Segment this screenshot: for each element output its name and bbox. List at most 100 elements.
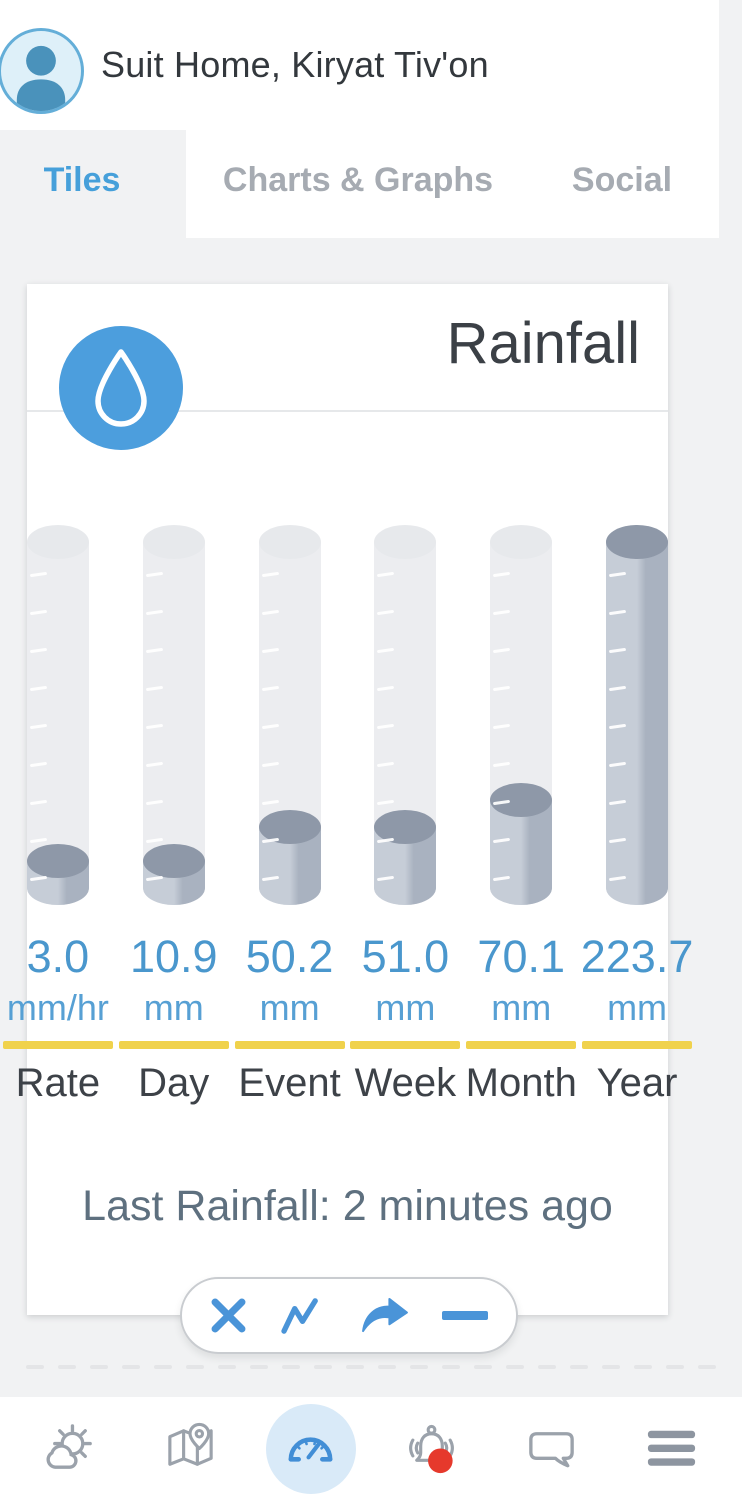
gauge-unit: mm/hr <box>6 987 109 1028</box>
person-icon <box>16 45 66 111</box>
gauge-track-top <box>258 525 321 559</box>
gauge-unit: mm <box>491 987 552 1028</box>
gauge-unit: mm <box>607 987 668 1028</box>
gauge-unit: mm <box>375 987 436 1028</box>
nav-map[interactable] <box>160 1419 220 1479</box>
hamburger-icon <box>648 1430 696 1466</box>
tab-bar-panel <box>186 130 719 238</box>
gauge-fill-top <box>490 783 553 817</box>
gauge-period-label: Day <box>138 1061 210 1105</box>
page-indicator-dash <box>634 1365 652 1369</box>
page-indicator-dash <box>58 1365 76 1369</box>
gauge-track-top <box>142 525 205 559</box>
tab-bar: Tiles Charts & Graphs Social <box>0 130 742 238</box>
rain-gauge-cylinder <box>490 525 553 905</box>
page-indicator-dash <box>154 1365 172 1369</box>
header: Suit Home, Kiryat Tiv'on <box>0 0 719 130</box>
gauge-track-top <box>490 525 553 559</box>
avatar[interactable] <box>0 28 84 114</box>
tab-charts-graphs[interactable]: Charts & Graphs <box>222 160 494 199</box>
gauge-icon <box>288 1437 333 1462</box>
page-indicator-dash <box>410 1365 428 1369</box>
page-indicator-dash <box>602 1365 620 1369</box>
gauge-fill-top <box>606 525 669 559</box>
gauge-fill <box>490 800 553 905</box>
page-indicator-dash <box>90 1365 108 1369</box>
tab-social[interactable]: Social <box>571 160 673 199</box>
gauge-period-label: Week <box>354 1061 457 1105</box>
gauge-column: 3.0 mm/hr Rate <box>0 525 116 1106</box>
gauge-fill-top <box>142 844 205 878</box>
nav-dashboard[interactable] <box>281 1419 341 1479</box>
page-indicator-dash <box>474 1365 492 1369</box>
rain-drop-icon <box>59 326 183 450</box>
gauge-fill-top <box>26 844 89 878</box>
page-indicator-dash <box>442 1365 460 1369</box>
rain-gauge-cylinder <box>606 525 669 905</box>
rain-gauge-cylinder <box>142 525 205 905</box>
rain-gauges: 3.0 mm/hr Rate 10.9 mm Day 50.2 mm Event 51.0 mm We… <box>0 525 695 1106</box>
gauge-underline <box>2 1041 113 1049</box>
nav-weather[interactable] <box>40 1419 100 1479</box>
last-rainfall-text: Last Rainfall: 2 minutes ago <box>82 1182 613 1230</box>
line-chart-icon <box>281 1298 318 1334</box>
share-button[interactable] <box>360 1296 409 1335</box>
gauge-value: 10.9 <box>129 931 218 982</box>
bottom-nav <box>0 1397 742 1500</box>
page-indicator-dash <box>122 1365 140 1369</box>
page-indicator-dash <box>570 1365 588 1369</box>
nav-messages[interactable] <box>522 1419 582 1479</box>
minus-icon <box>442 1311 488 1320</box>
gauge-period-label: Event <box>238 1061 341 1105</box>
gauge-underline <box>466 1041 577 1049</box>
gauge-value: 51.0 <box>361 931 450 982</box>
gauge-value: 50.2 <box>245 931 334 982</box>
page-indicator-dash <box>378 1365 396 1369</box>
page-indicator-dash <box>26 1365 44 1369</box>
gauge-fill <box>606 542 669 905</box>
gauge-period-label: Rate <box>15 1061 101 1105</box>
close-tile-button[interactable] <box>210 1297 247 1334</box>
page-indicator[interactable] <box>0 1365 742 1369</box>
gauge-column: 223.7 mm Year <box>579 525 695 1106</box>
page-indicator-dash <box>314 1365 332 1369</box>
gauge-underline <box>118 1041 229 1049</box>
gauge-track-top <box>374 525 437 559</box>
rain-gauge-cylinder <box>258 525 321 905</box>
gauge-track-top <box>26 525 89 559</box>
card-header-divider <box>27 410 668 412</box>
water-drop-glyph <box>95 349 147 427</box>
gauge-unit: mm <box>143 987 204 1028</box>
tile-title: Rainfall <box>446 311 640 376</box>
rain-gauge-cylinder <box>26 525 89 905</box>
nav-alerts[interactable] <box>401 1419 461 1479</box>
page-title: Suit Home, Kiryat Tiv'on <box>101 44 489 85</box>
page-indicator-dash <box>282 1365 300 1369</box>
page-indicator-dash <box>250 1365 268 1369</box>
rain-gauge-cylinder <box>374 525 437 905</box>
gauge-value: 223.7 <box>580 931 694 982</box>
nav-menu[interactable] <box>642 1419 702 1479</box>
gauge-column: 10.9 mm Day <box>116 525 232 1106</box>
chat-icon <box>529 1432 574 1468</box>
notification-badge <box>427 1448 453 1474</box>
bell-icon <box>408 1424 454 1474</box>
weather-icon <box>46 1424 92 1469</box>
gauge-underline <box>350 1041 461 1049</box>
gauge-column: 51.0 mm Week <box>347 525 463 1106</box>
gauge-underline <box>234 1041 345 1049</box>
rainfall-tile[interactable]: Rainfall 3.0 mm/hr Rate 10.9 mm Day 50.2 mm Even… <box>2 284 693 1315</box>
map-icon <box>168 1422 213 1466</box>
gauge-underline <box>582 1041 693 1049</box>
gauge-value: 70.1 <box>477 931 566 982</box>
tile-action-bar <box>180 1277 518 1354</box>
collapse-tile-button[interactable] <box>442 1311 488 1320</box>
page-indicator-dash <box>218 1365 236 1369</box>
show-graph-button[interactable] <box>280 1296 327 1335</box>
page-indicator-dash <box>506 1365 524 1369</box>
page-indicator-dash <box>538 1365 556 1369</box>
page-indicator-dash <box>698 1365 716 1369</box>
tab-tiles[interactable]: Tiles <box>43 160 121 199</box>
gauge-column: 70.1 mm Month <box>463 525 579 1106</box>
